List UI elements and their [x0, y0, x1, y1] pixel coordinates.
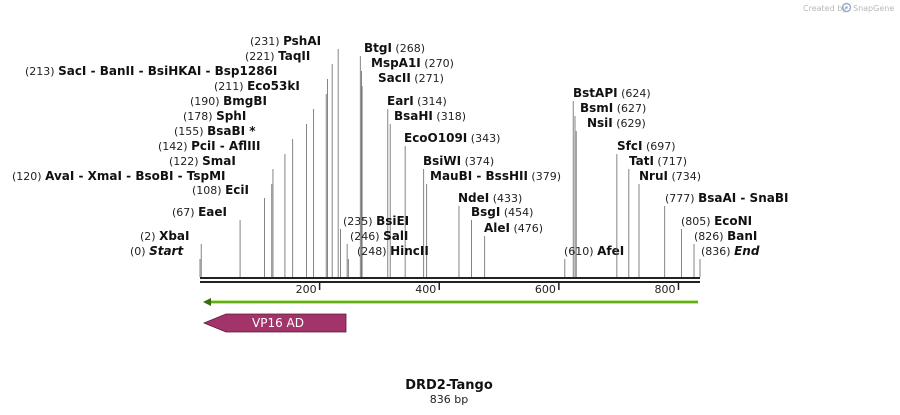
enzyme-label: (826) BanI: [694, 229, 757, 243]
enzyme-site-econi[interactable]: (805) EcoNI: [681, 214, 752, 277]
enzyme-label: (142) PciI - AflIII: [158, 139, 260, 153]
enzyme-site-bsaai-snabi[interactable]: (777) BsaAI - SnaBI: [664, 191, 789, 277]
enzyme-label: BsiWI (374): [423, 154, 494, 168]
enzyme-site-xbai[interactable]: (2) XbaI: [140, 229, 202, 277]
enzyme-site-smai[interactable]: (122) SmaI: [169, 154, 274, 277]
enzyme-site-taqii[interactable]: (221) TaqII: [245, 49, 333, 277]
enzyme-label: (0) Start: [130, 244, 184, 258]
enzyme-site-start[interactable]: (0) Start: [130, 244, 201, 277]
enzyme-site-bsgi[interactable]: BsgI (454): [471, 205, 533, 277]
enzyme-label: BsaHI (318): [394, 109, 466, 123]
enzyme-label: (2) XbaI: [140, 229, 189, 243]
enzyme-site-ndei[interactable]: NdeI (433): [458, 191, 522, 277]
credit-prefix: Created by: [803, 4, 847, 13]
enzyme-label: (178) SphI: [183, 109, 246, 123]
axis-tick-label: 400: [415, 283, 436, 296]
enzyme-site-bstapi[interactable]: BstAPI (624): [572, 86, 651, 277]
enzyme-label: EcoO109I (343): [404, 131, 500, 145]
enzyme-label: (122) SmaI: [169, 154, 236, 168]
enzyme-site-bmgbi[interactable]: (190) BmgBI: [190, 94, 315, 277]
enzyme-label: BtgI (268): [364, 41, 425, 55]
axis-tick-label: 200: [296, 283, 317, 296]
enzyme-label: (190) BmgBI: [190, 94, 267, 108]
enzyme-site-alei[interactable]: AleI (476): [484, 221, 543, 277]
enzyme-label: SacII (271): [378, 71, 444, 85]
enzyme-label: (777) BsaAI - SnaBI: [665, 191, 788, 205]
enzyme-site-bsahi[interactable]: BsaHI (318): [389, 109, 466, 277]
enzyme-labels: (231) PshAI(221) TaqII(213) SacI - BanII…: [12, 34, 788, 277]
enzyme-site-pcii-afliii[interactable]: (142) PciI - AflIII: [158, 139, 286, 277]
enzyme-label: (108) EciI: [192, 183, 249, 197]
axis-ticks: 200 400 600 800: [296, 283, 680, 296]
enzyme-label: BsmI (627): [580, 101, 646, 115]
enzyme-site-tati[interactable]: TatI (717): [628, 154, 687, 277]
enzyme-site-afei[interactable]: (610) AfeI: [564, 244, 624, 277]
enzyme-label: (235) BsiEI: [343, 214, 409, 228]
enzyme-label: SfcI (697): [617, 139, 676, 153]
map-title: DRD2-Tango: [405, 378, 493, 393]
enzyme-site-saci-banii-bsihkai-bsp1286i[interactable]: (213) SacI - BanII - BsiHKAI - Bsp1286I: [25, 64, 328, 277]
credit-app: SnapGene: [853, 4, 894, 13]
axis-tick-label: 800: [654, 283, 675, 296]
snapgene-logo-icon: [841, 2, 852, 13]
enzyme-site-ecoo109i[interactable]: EcoO109I (343): [404, 131, 500, 277]
sequence-backbone: [200, 277, 700, 283]
sequence-length: 836 bp: [430, 393, 468, 406]
enzyme-label: (120) AvaI - XmaI - BsoBI - TspMI: [12, 169, 226, 183]
enzyme-label: NruI (734): [639, 169, 701, 183]
enzyme-site-bsiwi[interactable]: BsiWI (374): [423, 154, 494, 277]
enzyme-site-hincii[interactable]: (248) HincII: [347, 244, 429, 277]
enzyme-site-sali[interactable]: (246) SalI: [346, 229, 408, 277]
enzyme-label: (213) SacI - BanII - BsiHKAI - Bsp1286I: [25, 64, 277, 78]
enzyme-site-sacii[interactable]: SacII (271): [361, 71, 444, 277]
enzyme-site-bsabi[interactable]: (155) BsaBI *: [174, 124, 294, 277]
enzyme-site-eari[interactable]: EarI (314): [387, 94, 447, 277]
enzyme-label: EarI (314): [387, 94, 447, 108]
enzyme-label: BsgI (454): [471, 205, 533, 219]
enzyme-label: MspA1I (270): [371, 56, 454, 70]
enzyme-site-avai-xmai-bsobi-tspmi[interactable]: (120) AvaI - XmaI - BsoBI - TspMI: [12, 169, 273, 277]
enzyme-site-mspa1i[interactable]: MspA1I (270): [361, 56, 454, 277]
enzyme-label: (246) SalI: [350, 229, 408, 243]
enzyme-label: BstAPI (624): [573, 86, 651, 100]
enzyme-label: (211) Eco53kI: [214, 79, 300, 93]
enzyme-site-eaei[interactable]: (67) EaeI: [172, 205, 241, 277]
feature-vp16-ad[interactable]: VP16 AD: [202, 313, 347, 333]
enzyme-site-eco53ki[interactable]: (211) Eco53kI: [214, 79, 327, 277]
enzyme-label: (231) PshAI: [250, 34, 321, 48]
enzyme-label: MauBI - BssHII (379): [430, 169, 561, 183]
enzyme-site-end[interactable]: (836) End: [699, 244, 760, 277]
enzyme-site-nsii[interactable]: NsiI (629): [575, 116, 646, 277]
enzyme-site-btgi[interactable]: BtgI (268): [359, 41, 425, 277]
enzyme-label: NsiI (629): [587, 116, 646, 130]
feature-vp16-ad-label: VP16 AD: [252, 316, 304, 330]
enzyme-label: NdeI (433): [458, 191, 522, 205]
enzyme-label: (836) End: [701, 244, 760, 258]
enzyme-label: (805) EcoNI: [681, 214, 752, 228]
orf-arrow: [203, 298, 698, 306]
enzyme-label: (610) AfeI: [564, 244, 624, 258]
enzyme-site-bsiei[interactable]: (235) BsiEI: [340, 214, 410, 277]
enzyme-site-ecii[interactable]: (108) EciI: [192, 183, 265, 277]
enzyme-label: AleI (476): [484, 221, 543, 235]
enzyme-site-pshai[interactable]: (231) PshAI: [250, 34, 339, 277]
enzyme-label: (67) EaeI: [172, 205, 227, 219]
enzyme-label: (248) HincII: [357, 244, 429, 258]
enzyme-site-maubi-bsshii[interactable]: MauBI - BssHII (379): [426, 169, 561, 277]
enzyme-site-nrui[interactable]: NruI (734): [638, 169, 701, 277]
enzyme-site-bani[interactable]: (826) BanI: [693, 229, 757, 277]
enzyme-label: (155) BsaBI *: [174, 124, 256, 138]
enzyme-site-sfci[interactable]: SfcI (697): [616, 139, 676, 277]
enzyme-site-sphi[interactable]: (178) SphI: [183, 109, 307, 277]
enzyme-label: TatI (717): [629, 154, 687, 168]
enzyme-label: (221) TaqII: [245, 49, 310, 63]
axis-tick-label: 600: [535, 283, 556, 296]
enzyme-site-bsmi[interactable]: BsmI (627): [574, 101, 646, 277]
